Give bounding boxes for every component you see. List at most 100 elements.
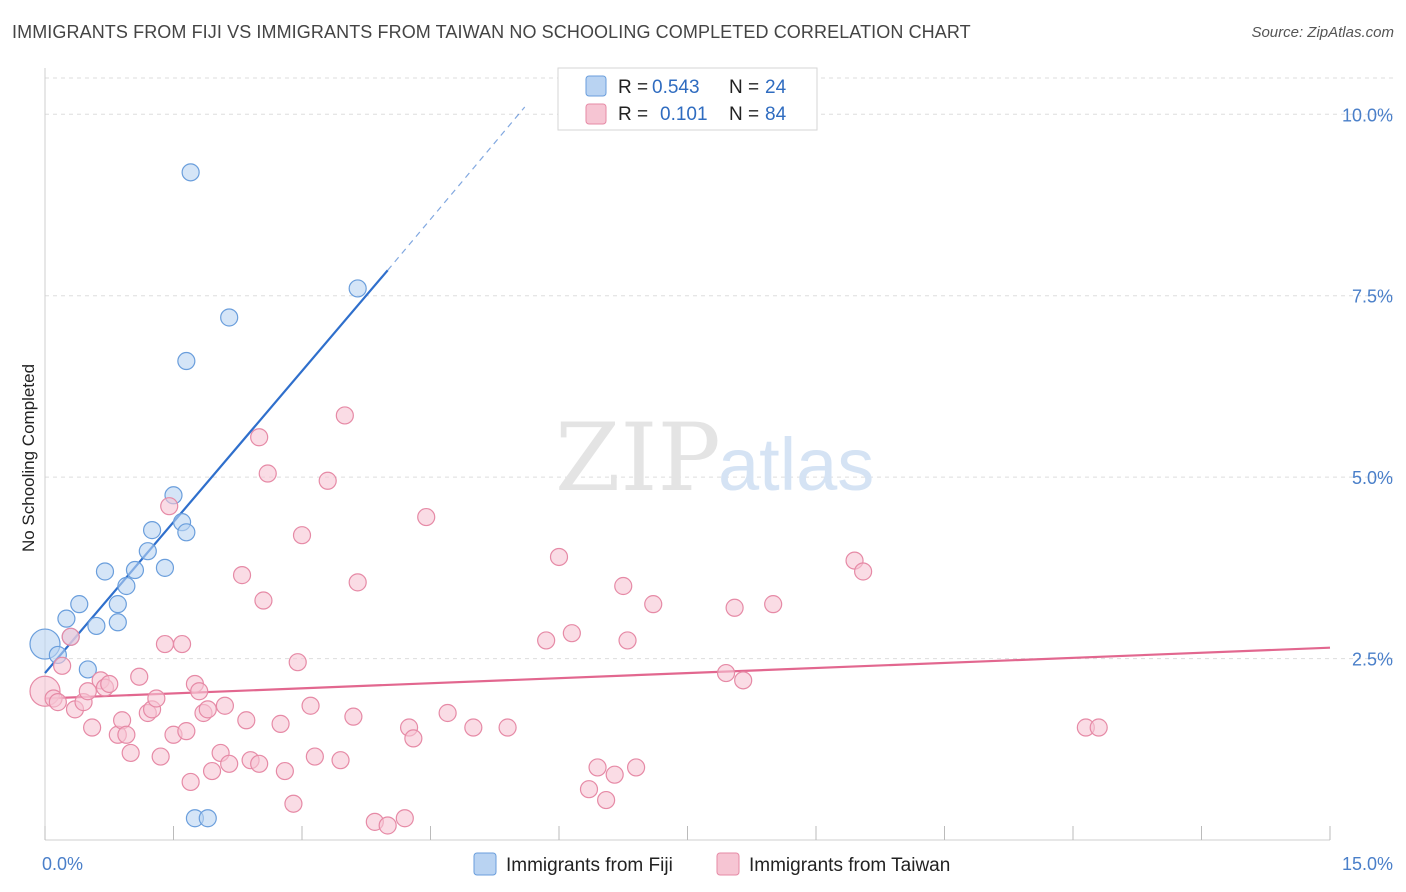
y-tick-label-2: 7.5% xyxy=(1352,287,1393,307)
point-taiwan-25 xyxy=(177,722,196,741)
point-taiwan-55 xyxy=(378,816,397,835)
point-taiwan-47 xyxy=(301,696,320,715)
point-taiwan-41 xyxy=(258,464,277,483)
point-fiji-2 xyxy=(57,609,76,628)
point-taiwan-8 xyxy=(83,718,102,737)
trend-lines xyxy=(44,106,1331,700)
point-taiwan-43 xyxy=(275,761,294,781)
y-tick-label-0: 2.5% xyxy=(1352,650,1393,670)
point-taiwan-79 xyxy=(854,562,873,581)
point-fiji-5 xyxy=(78,660,97,679)
point-fiji-18 xyxy=(177,523,196,542)
point-taiwan-2 xyxy=(48,693,67,712)
point-fiji-23 xyxy=(348,279,367,298)
point-taiwan-24 xyxy=(172,634,192,654)
point-fiji-10 xyxy=(117,576,136,596)
watermark: ZIP atlas xyxy=(555,404,874,513)
point-taiwan-44 xyxy=(284,794,303,813)
point-taiwan-20 xyxy=(151,747,170,766)
point-taiwan-46 xyxy=(292,526,312,545)
point-taiwan-42 xyxy=(271,714,290,733)
point-taiwan-74 xyxy=(716,663,736,683)
point-fiji-9 xyxy=(108,595,127,614)
data-points xyxy=(29,163,1108,835)
legend-fiji-r-label: R = xyxy=(618,77,648,98)
point-taiwan-76 xyxy=(734,671,753,690)
correlation-legend: R = 0.543 N = 24 R = 0.101 N = 84 xyxy=(557,67,818,131)
point-taiwan-34 xyxy=(220,754,239,773)
y-axis-label: No Schooling Completed xyxy=(19,364,38,552)
point-taiwan-72 xyxy=(626,758,646,777)
series-legend-label-taiwan: Immigrants from Taiwan xyxy=(749,855,950,876)
series-legend-swatch-taiwan xyxy=(716,852,740,876)
point-taiwan-69 xyxy=(605,765,624,784)
point-taiwan-3 xyxy=(53,656,72,675)
point-taiwan-31 xyxy=(202,761,222,781)
point-fiji-6 xyxy=(87,616,106,636)
chart-source: Source: ZipAtlas.com xyxy=(1251,24,1394,41)
point-taiwan-30 xyxy=(198,700,217,719)
point-taiwan-65 xyxy=(562,624,581,643)
point-taiwan-68 xyxy=(597,790,616,810)
point-taiwan-16 xyxy=(130,667,149,686)
point-taiwan-15 xyxy=(121,743,140,763)
point-fiji-21 xyxy=(198,809,217,828)
point-taiwan-36 xyxy=(237,711,256,730)
legend-fiji-n-value: 24 xyxy=(765,77,787,98)
legend-taiwan-n-label: N = xyxy=(729,104,759,125)
point-taiwan-14 xyxy=(117,725,136,744)
point-taiwan-35 xyxy=(232,566,252,585)
x-tick-label-1: 15.0% xyxy=(1342,854,1393,874)
legend-swatch-taiwan xyxy=(585,103,607,125)
y-tick-label-1: 5.0% xyxy=(1352,468,1393,488)
point-taiwan-63 xyxy=(537,631,556,650)
y-tick-label-3: 10.0% xyxy=(1342,105,1393,125)
point-taiwan-62 xyxy=(498,718,517,737)
point-fiji-7 xyxy=(95,562,115,581)
legend-fiji-r-value: 0.543 xyxy=(652,77,700,98)
point-fiji-22 xyxy=(220,308,239,327)
point-taiwan-7 xyxy=(78,682,97,701)
axes xyxy=(44,68,1331,841)
point-taiwan-33 xyxy=(215,696,234,715)
watermark-atlas: atlas xyxy=(718,423,874,506)
point-taiwan-77 xyxy=(764,595,783,614)
point-taiwan-56 xyxy=(395,809,414,828)
point-taiwan-38 xyxy=(250,754,269,773)
watermark-zip: ZIP xyxy=(555,404,721,513)
point-taiwan-51 xyxy=(335,406,354,425)
legend-swatch-fiji xyxy=(585,75,607,97)
tick-labels: 2.5% 5.0% 7.5% 10.0% 0.0% 15.0% xyxy=(42,105,1393,874)
legend-taiwan-r-label: R = xyxy=(618,104,648,125)
point-taiwan-71 xyxy=(618,631,637,650)
point-fiji-19 xyxy=(181,163,200,182)
trend-line-taiwan xyxy=(44,646,1331,700)
point-taiwan-4 xyxy=(61,627,80,646)
point-taiwan-19 xyxy=(147,689,166,708)
trend-line-fiji xyxy=(44,269,389,674)
point-fiji-4 xyxy=(70,595,89,614)
point-taiwan-73 xyxy=(644,595,663,614)
point-fiji-17 xyxy=(177,351,196,371)
point-taiwan-21 xyxy=(155,634,175,654)
point-taiwan-59 xyxy=(417,507,436,527)
point-taiwan-39 xyxy=(250,428,269,447)
point-fiji-14 xyxy=(155,558,175,577)
point-taiwan-81 xyxy=(1089,718,1108,737)
legend-taiwan-r-value: 0.101 xyxy=(660,104,708,125)
point-taiwan-49 xyxy=(318,471,337,490)
point-taiwan-45 xyxy=(288,653,307,672)
trend-line-extension-fiji xyxy=(387,106,526,271)
point-taiwan-75 xyxy=(725,598,744,617)
point-fiji-8 xyxy=(108,613,127,632)
point-taiwan-53 xyxy=(348,573,367,592)
point-taiwan-26 xyxy=(181,772,200,792)
chart-title: IMMIGRANTS FROM FIJI VS IMMIGRANTS FROM … xyxy=(12,22,971,42)
point-taiwan-48 xyxy=(305,747,324,766)
point-taiwan-58 xyxy=(404,729,423,748)
point-fiji-12 xyxy=(138,542,157,561)
legend-fiji-n-label: N = xyxy=(729,77,759,98)
point-taiwan-11 xyxy=(100,674,119,694)
series-legend-swatch-fiji xyxy=(473,852,497,876)
